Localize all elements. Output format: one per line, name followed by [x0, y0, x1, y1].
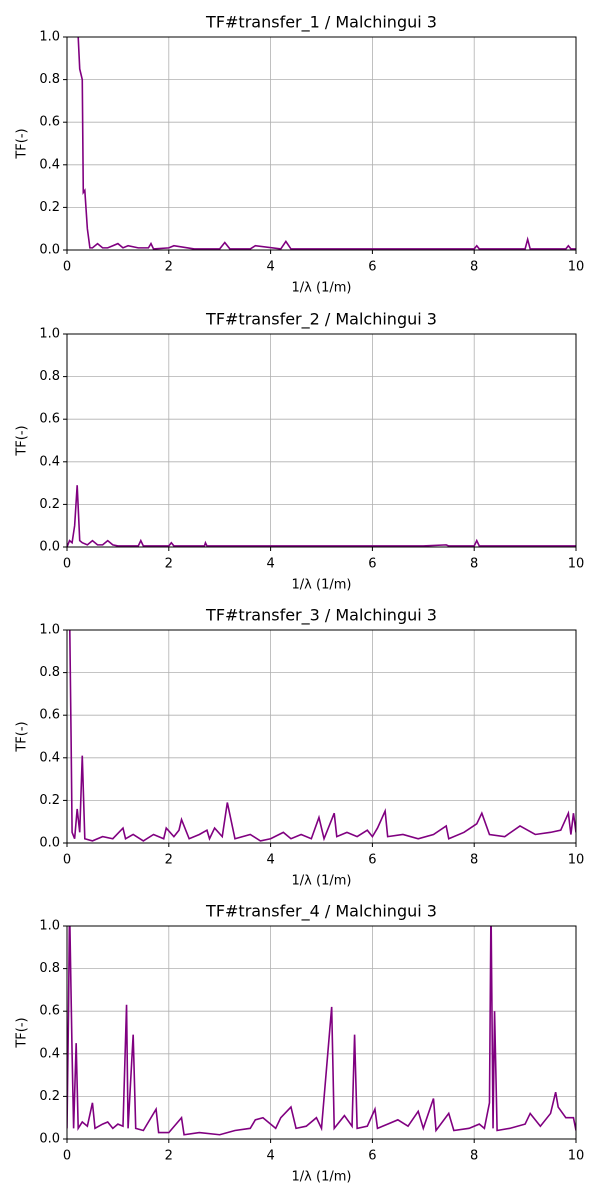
chart-title: TF#transfer_2 / Malchingui 3 — [205, 310, 437, 330]
x-tick-label: 6 — [368, 853, 376, 868]
y-tick-label: 1.0 — [39, 327, 60, 342]
x-tick-label: 6 — [368, 557, 376, 572]
y-tick-label: 1.0 — [39, 623, 60, 638]
subplot: 0 2 4 6 8 10 0.0 0.2 0.4 0.6 0.8 1.0 TF#transfer_1 /… — [15, 13, 585, 296]
y-tick-label: 0.2 — [39, 200, 60, 215]
x-tick-label: 0 — [63, 853, 71, 868]
x-tick-label: 0 — [63, 1149, 71, 1164]
y-tick-label: 0.8 — [39, 369, 60, 384]
y-tick-label: 0.8 — [39, 665, 60, 680]
axes-frame — [66, 925, 577, 1140]
x-tick-label: 2 — [165, 1149, 173, 1164]
y-tick-label: 0.2 — [39, 793, 60, 808]
x-tick-label: 4 — [266, 853, 274, 868]
x-tick-label: 4 — [266, 1149, 274, 1164]
data-line — [68, 630, 576, 842]
x-tick-label: 4 — [266, 557, 274, 572]
x-tick-label: 4 — [266, 260, 274, 275]
x-tick-label: 2 — [165, 260, 173, 275]
chart-title: TF#transfer_3 / Malchingui 3 — [205, 606, 437, 626]
x-axis-label: 1/λ (1/m) — [292, 281, 352, 296]
x-tick-label: 8 — [470, 260, 478, 275]
y-tick-label: 0.4 — [39, 750, 60, 765]
x-tick-label: 2 — [165, 853, 173, 868]
y-tick-label: 0.8 — [39, 72, 60, 87]
y-tick-label: 0.0 — [39, 836, 60, 851]
y-tick-label: 0.6 — [39, 115, 60, 130]
x-axis-label: 1/λ (1/m) — [292, 874, 352, 889]
chart-title: TF#transfer_4 / Malchingui 3 — [205, 902, 437, 922]
y-tick-label: 0.0 — [39, 1132, 60, 1147]
x-tick-label: 8 — [470, 557, 478, 572]
subplot: 0 2 4 6 8 10 0.0 0.2 0.4 0.6 0.8 1.0 TF#transfer_4 /… — [15, 902, 585, 1185]
y-axis-label: TF(-) — [15, 128, 30, 159]
x-tick-label: 10 — [568, 853, 585, 868]
y-tick-label: 0.6 — [39, 1004, 60, 1019]
data-line — [67, 485, 576, 547]
axes-frame — [66, 629, 577, 844]
y-axis-label: TF(-) — [15, 721, 30, 752]
subplot: 0 2 4 6 8 10 0.0 0.2 0.4 0.6 0.8 1.0 TF#transfer_3 /… — [15, 606, 585, 889]
y-tick-label: 0.8 — [39, 961, 60, 976]
x-tick-label: 8 — [470, 853, 478, 868]
x-tick-label: 10 — [568, 260, 585, 275]
x-tick-label: 0 — [63, 557, 71, 572]
y-tick-label: 0.0 — [39, 540, 60, 555]
y-tick-label: 0.6 — [39, 708, 60, 723]
x-tick-label: 6 — [368, 1149, 376, 1164]
x-tick-label: 10 — [568, 1149, 585, 1164]
data-line — [77, 37, 576, 250]
x-tick-label: 2 — [165, 557, 173, 572]
y-tick-label: 0.2 — [39, 497, 60, 512]
y-tick-label: 0.4 — [39, 454, 60, 469]
y-tick-label: 0.0 — [39, 243, 60, 258]
y-tick-label: 1.0 — [39, 919, 60, 934]
y-tick-label: 0.2 — [39, 1089, 60, 1104]
chart-title: TF#transfer_1 / Malchingui 3 — [205, 13, 437, 33]
y-tick-label: 0.4 — [39, 157, 60, 172]
axes-frame — [66, 333, 577, 548]
x-tick-label: 6 — [368, 260, 376, 275]
data-line — [67, 926, 576, 1136]
subplot: 0 2 4 6 8 10 0.0 0.2 0.4 0.6 0.8 1.0 TF#transfer_2 /… — [15, 310, 585, 593]
x-tick-label: 8 — [470, 1149, 478, 1164]
y-axis-label: TF(-) — [15, 425, 30, 456]
axes-frame — [66, 36, 577, 251]
x-tick-label: 0 — [63, 260, 71, 275]
y-tick-label: 1.0 — [39, 30, 60, 45]
y-axis-label: TF(-) — [15, 1017, 30, 1048]
y-tick-label: 0.6 — [39, 412, 60, 427]
y-tick-label: 0.4 — [39, 1046, 60, 1061]
x-axis-label: 1/λ (1/m) — [292, 1170, 352, 1185]
x-tick-label: 10 — [568, 557, 585, 572]
x-axis-label: 1/λ (1/m) — [292, 578, 352, 593]
